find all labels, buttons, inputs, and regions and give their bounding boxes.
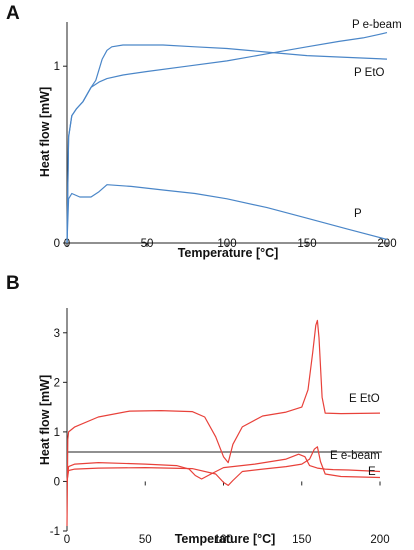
x-tick-label: 150 bbox=[292, 534, 311, 546]
ticks: 0 50 100 150 200 -1 0 1 2 3 bbox=[50, 328, 390, 546]
series-line bbox=[66, 44, 388, 244]
series-label: P bbox=[354, 208, 362, 220]
series-label: E bbox=[368, 466, 376, 478]
y-tick-label: 2 bbox=[54, 377, 60, 389]
x-axis-title: Temperature [°C] bbox=[175, 532, 276, 546]
x-tick-label: 100 bbox=[214, 534, 233, 546]
y-tick-label: 1 bbox=[54, 61, 60, 73]
series-label: E EtO bbox=[349, 393, 380, 405]
panel-a: A Temperature [°C] Heat flow [mW] 0 50 100… bbox=[6, 3, 402, 260]
series-line bbox=[66, 446, 381, 486]
x-tick-label: 100 bbox=[217, 238, 236, 250]
x-axis-title: Temperature [°C] bbox=[178, 246, 279, 260]
panel-b: B Temperature [°C] Heat flow [mW] 0 50 100… bbox=[6, 273, 390, 546]
series-line bbox=[66, 32, 388, 244]
x-tick-label: 0 bbox=[64, 238, 70, 250]
x-tick-label: 200 bbox=[370, 534, 389, 546]
series-label: E e-beam bbox=[330, 450, 380, 462]
series-group: E EtO E e-beam E bbox=[66, 319, 381, 527]
y-axis-title: Heat flow [mW] bbox=[38, 87, 52, 177]
series-line bbox=[66, 319, 381, 527]
x-tick-label: 150 bbox=[297, 238, 316, 250]
series-label: P e-beam bbox=[352, 19, 402, 31]
x-tick-label: 200 bbox=[377, 238, 396, 250]
y-axis-title: Heat flow [mW] bbox=[38, 375, 52, 465]
ticks: 0 50 100 150 200 0 1 bbox=[54, 61, 397, 250]
series-line bbox=[66, 184, 388, 244]
y-tick-label: 0 bbox=[54, 238, 60, 250]
x-tick-label: 0 bbox=[64, 534, 70, 546]
series-label: P EtO bbox=[354, 67, 385, 79]
y-tick-label: -1 bbox=[50, 526, 60, 538]
y-tick-label: 1 bbox=[54, 427, 60, 439]
series-group: P e-beam P EtO P bbox=[66, 19, 402, 244]
x-tick-label: 50 bbox=[141, 238, 154, 250]
y-tick-label: 0 bbox=[54, 476, 60, 488]
panel-letter: B bbox=[6, 273, 20, 294]
panel-letter: A bbox=[6, 3, 20, 24]
x-tick-label: 50 bbox=[139, 534, 152, 546]
y-tick-label: 3 bbox=[54, 328, 60, 340]
